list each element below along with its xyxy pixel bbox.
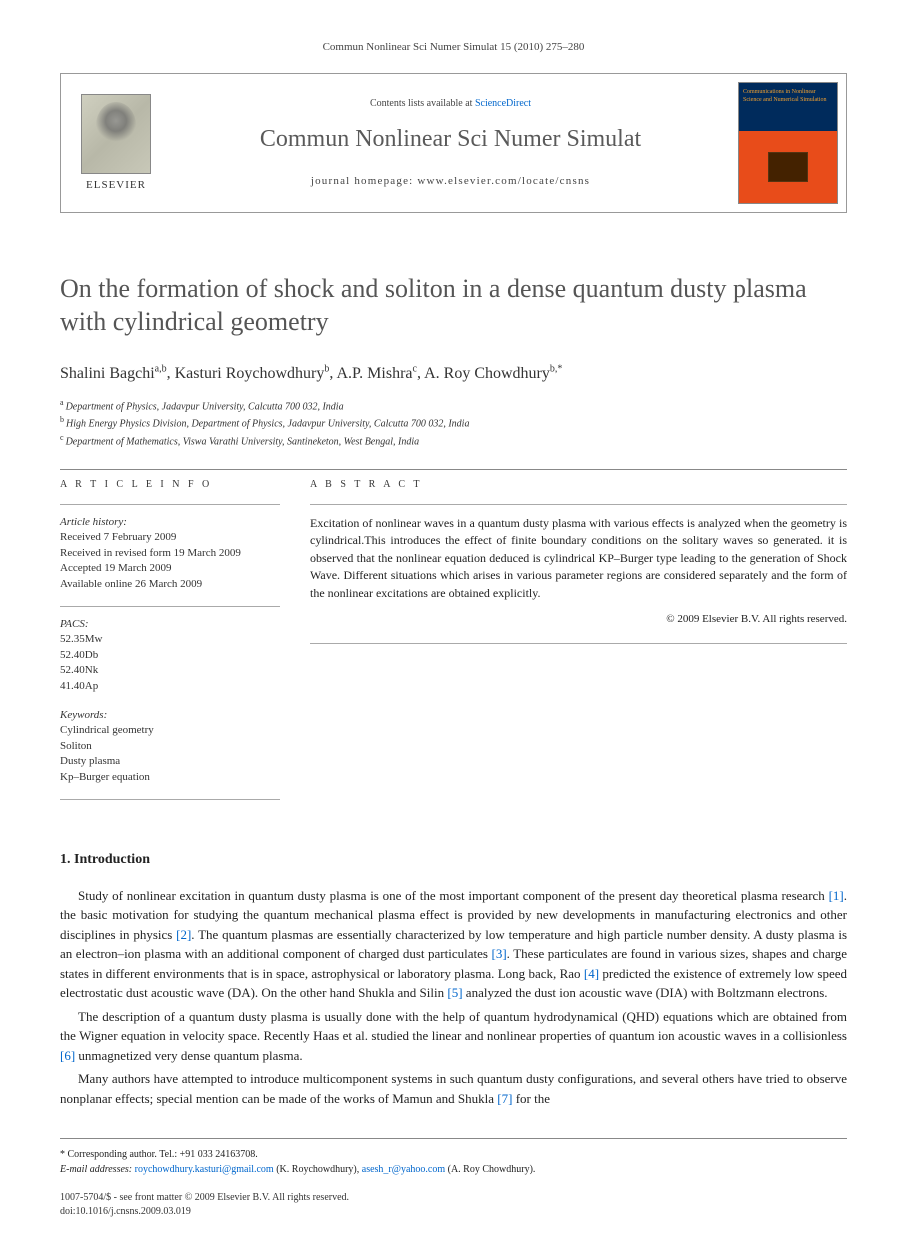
footer: * Corresponding author. Tel.: +91 033 24…	[60, 1138, 847, 1219]
abstract-copyright: © 2009 Elsevier B.V. All rights reserved…	[310, 612, 847, 627]
citation-link[interactable]: [1]	[829, 888, 844, 903]
article-title: On the formation of shock and soliton in…	[60, 273, 847, 338]
paragraph: Study of nonlinear excitation in quantum…	[60, 886, 847, 1003]
publisher-logo: ELSEVIER	[61, 74, 171, 212]
journal-homepage: journal homepage: www.elsevier.com/locat…	[311, 174, 590, 189]
citation-link[interactable]: [4]	[584, 966, 599, 981]
citation-link[interactable]: [5]	[447, 985, 462, 1000]
authors-line: Shalini Bagchia,b, Kasturi Roychowdhuryb…	[60, 362, 847, 385]
affiliation: cDepartment of Mathematics, Viswa Varath…	[60, 432, 847, 449]
divider	[310, 643, 847, 644]
corresponding-author: * Corresponding author. Tel.: +91 033 24…	[60, 1147, 847, 1177]
body-text: Study of nonlinear excitation in quantum…	[60, 886, 847, 1109]
footer-meta: 1007-5704/$ - see front matter © 2009 El…	[60, 1191, 847, 1219]
contents-available: Contents lists available at ScienceDirec…	[370, 97, 531, 111]
divider	[60, 606, 280, 607]
sciencedirect-link[interactable]: ScienceDirect	[475, 98, 531, 109]
paragraph: Many authors have attempted to introduce…	[60, 1069, 847, 1108]
issn-line: 1007-5704/$ - see front matter © 2009 El…	[60, 1191, 847, 1205]
author: A. Roy Chowdhuryb,*	[424, 365, 562, 382]
contents-prefix: Contents lists available at	[370, 98, 475, 109]
journal-cover-thumbnail: Communications in Nonlinear Science and …	[738, 82, 838, 204]
citation-link[interactable]: [3]	[492, 946, 507, 961]
abstract-column: A B S T R A C T Excitation of nonlinear …	[310, 478, 847, 810]
cover-image-icon	[768, 152, 808, 182]
author: Shalini Bagchia,b	[60, 365, 167, 382]
email-link[interactable]: roychowdhury.kasturi@gmail.com	[135, 1164, 274, 1175]
divider	[310, 504, 847, 505]
paragraph: The description of a quantum dusty plasm…	[60, 1007, 847, 1066]
keywords-block: Keywords: Cylindrical geometry Soliton D…	[60, 708, 280, 785]
citation-link[interactable]: [2]	[176, 927, 191, 942]
affiliation: bHigh Energy Physics Division, Departmen…	[60, 414, 847, 431]
masthead: ELSEVIER Contents lists available at Sci…	[60, 73, 847, 213]
citation-link[interactable]: [7]	[497, 1091, 512, 1106]
article-info-column: A R T I C L E I N F O Article history: R…	[60, 478, 280, 810]
divider	[60, 799, 280, 800]
article-info-label: A R T I C L E I N F O	[60, 478, 280, 492]
doi-line: doi:10.1016/j.cnsns.2009.03.019	[60, 1205, 847, 1219]
elsevier-tree-icon	[81, 94, 151, 174]
email-label: E-mail addresses:	[60, 1164, 132, 1175]
section-heading-introduction: 1. Introduction	[60, 850, 847, 870]
journal-name: Commun Nonlinear Sci Numer Simulat	[260, 123, 641, 157]
affiliation: aDepartment of Physics, Jadavpur Univers…	[60, 397, 847, 414]
cover-title: Communications in Nonlinear Science and …	[739, 83, 837, 131]
citation-link[interactable]: [6]	[60, 1048, 75, 1063]
article-history: Article history: Received 7 February 200…	[60, 515, 280, 592]
author: Kasturi Roychowdhuryb	[175, 365, 330, 382]
email-link[interactable]: asesh_r@yahoo.com	[362, 1164, 445, 1175]
affiliations: aDepartment of Physics, Jadavpur Univers…	[60, 397, 847, 449]
divider	[60, 469, 847, 470]
publisher-name: ELSEVIER	[86, 178, 146, 193]
divider	[60, 504, 280, 505]
pacs-block: PACS: 52.35Mw 52.40Db 52.40Nk 41.40Ap	[60, 617, 280, 694]
header-citation: Commun Nonlinear Sci Numer Simulat 15 (2…	[60, 40, 847, 55]
abstract-text: Excitation of nonlinear waves in a quant…	[310, 515, 847, 602]
abstract-label: A B S T R A C T	[310, 478, 847, 492]
author: A.P. Mishrac	[337, 365, 417, 382]
masthead-center: Contents lists available at ScienceDirec…	[171, 74, 730, 212]
